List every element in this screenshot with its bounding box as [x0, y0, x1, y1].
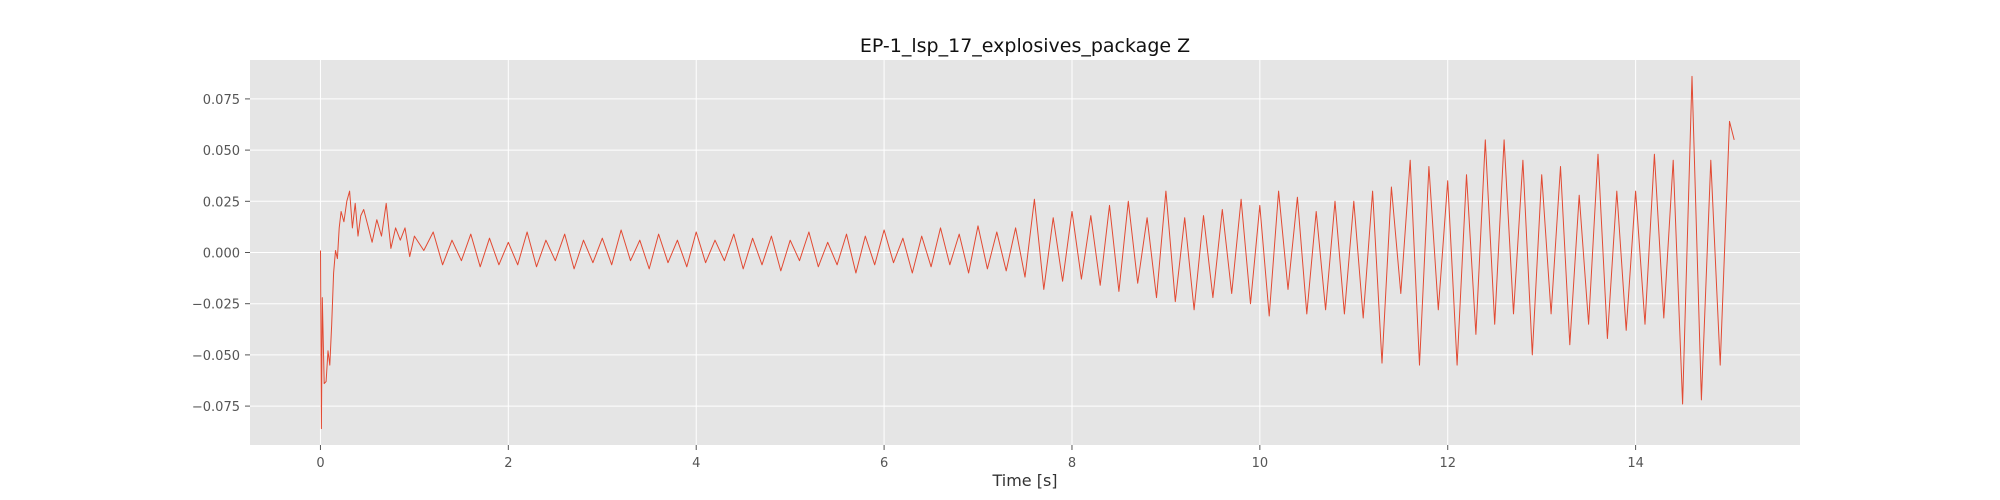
x-tick-label: 8	[1068, 456, 1076, 471]
y-tick-label: −0.050	[192, 349, 240, 364]
x-tick-label: 12	[1439, 456, 1456, 471]
ticks: 0 2 4 6 8 10 12 14 −0.075 −0.050 −0.025 0.000 0.025 0…	[192, 93, 1644, 471]
y-tick-label: 0.050	[203, 144, 240, 159]
series-line-0	[320, 75, 1735, 430]
chart-title: EP-1_lsp_17_explosives_package Z	[860, 35, 1190, 57]
x-axis-title: Time [s]	[991, 471, 1057, 490]
series	[320, 75, 1735, 430]
x-tick-label: 6	[880, 456, 888, 471]
x-tick-label: 4	[692, 456, 700, 471]
x-tick-label: 10	[1252, 456, 1269, 471]
y-tick-label: 0.025	[203, 195, 240, 210]
x-tick-label: 0	[316, 456, 324, 471]
x-tick-label: 2	[504, 456, 512, 471]
y-tick-label: 0.000	[203, 247, 240, 262]
grid	[250, 60, 1800, 445]
y-tick-label: −0.025	[192, 298, 240, 313]
y-tick-label: 0.075	[203, 93, 240, 108]
y-tick-label: −0.075	[192, 400, 240, 415]
x-tick-label: 14	[1627, 456, 1644, 471]
